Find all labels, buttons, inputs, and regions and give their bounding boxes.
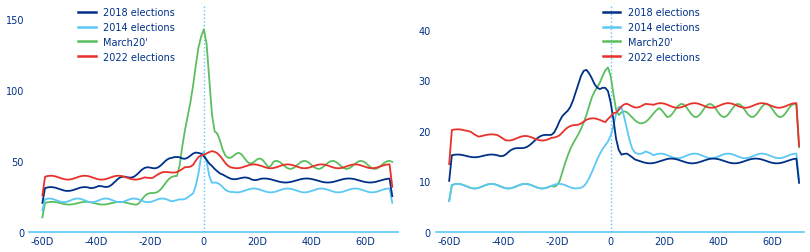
Legend: 2018 elections, 2014 elections, March20', 2022 elections: 2018 elections, 2014 elections, March20'…	[78, 8, 175, 62]
Legend: 2018 elections, 2014 elections, March20', 2022 elections: 2018 elections, 2014 elections, March20'…	[603, 8, 700, 62]
